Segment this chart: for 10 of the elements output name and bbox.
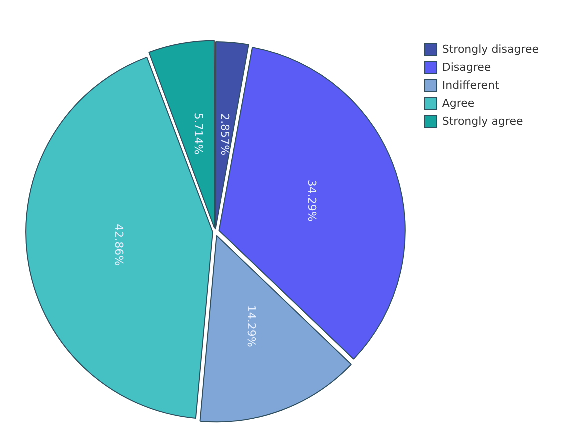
data-label: 2.857%: [218, 114, 232, 156]
data-label: 34.29%: [305, 180, 318, 222]
legend-label: Disagree: [442, 60, 492, 74]
data-label: 14.29%: [244, 305, 258, 348]
data-label: 42.86%: [112, 224, 126, 266]
legend-label: Strongly disagree: [442, 42, 540, 56]
legend-label: Indifferent: [442, 78, 500, 92]
data-label: 5.714%: [192, 112, 205, 155]
legend-label: Strongly agree: [442, 114, 524, 128]
legend-label: Agree: [442, 96, 475, 110]
